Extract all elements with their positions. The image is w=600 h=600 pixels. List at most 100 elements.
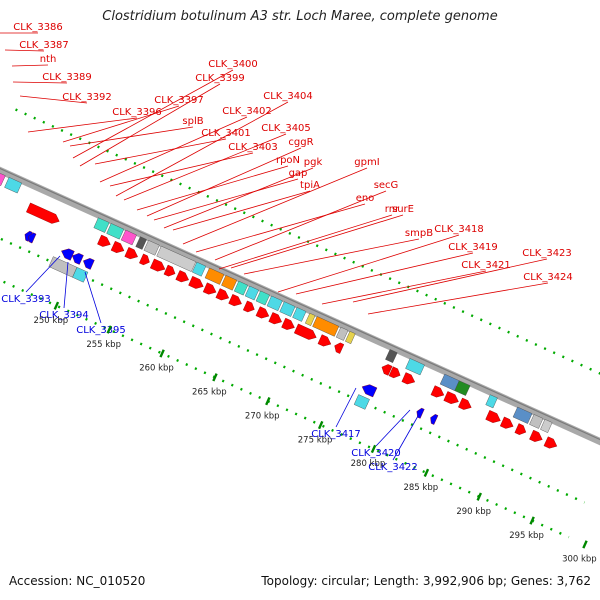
- leader-line: [153, 178, 299, 221]
- reverse-cds-6: [416, 407, 425, 419]
- gene-label-clk_3403: CLK_3403: [228, 142, 278, 153]
- forward-cds-18: [334, 342, 345, 354]
- cog-box-17: [292, 307, 307, 322]
- gene-label-clk_3421: CLK_3421: [461, 260, 511, 271]
- leader-line: [195, 203, 366, 253]
- forward-cds-26: [499, 416, 514, 429]
- leader-line: [11, 64, 49, 67]
- gene-label-clk_3419: CLK_3419: [448, 242, 498, 253]
- reverse-cds-7: [430, 414, 439, 425]
- cog-box-21: [345, 331, 356, 345]
- backbone-line: [0, 166, 600, 446]
- leader-line: [182, 167, 368, 245]
- cog-box-8: [156, 245, 197, 272]
- gene-label-clk_3397: CLK_3397: [154, 95, 204, 106]
- forward-cds-22: [430, 385, 445, 398]
- gene-label-clk_3402: CLK_3402: [222, 106, 272, 117]
- scale-tick-label: 270 kbp: [245, 411, 280, 421]
- leader-line: [94, 138, 227, 165]
- scale-tick: [317, 420, 324, 430]
- cog-box-13: [244, 285, 259, 301]
- guide-ring-0: [15, 108, 600, 375]
- gene-labels: CLK_3386CLK_3387nthCLK_3389CLK_3392CLK_3…: [1, 22, 573, 473]
- leader-line: [335, 387, 357, 428]
- map-title: Clostridium botulinum A3 str. Loch Maree…: [102, 9, 498, 24]
- leader-line: [375, 409, 411, 447]
- forward-cds-4: [139, 253, 150, 266]
- gene-label-clk_3393: CLK_3393: [1, 294, 51, 305]
- cog-box-20: [335, 326, 349, 341]
- backbone-edge: [0, 167, 600, 441]
- leader-line: [99, 116, 248, 183]
- scale-tick: [423, 468, 430, 477]
- forward-cds-29: [543, 436, 558, 449]
- leader-line: [230, 214, 404, 269]
- scale-tick: [370, 444, 377, 454]
- reverse-cds-5: [361, 384, 378, 398]
- leader-line: [136, 165, 289, 211]
- cog-box-26: [485, 394, 498, 409]
- forward-cds-7: [175, 270, 189, 283]
- leader-line: [214, 190, 387, 261]
- gene-label-clk_3394: CLK_3394: [39, 310, 89, 321]
- gene-label-gpmi: gpmI: [354, 157, 379, 168]
- leader-line: [123, 133, 287, 201]
- forward-cds-14: [268, 312, 282, 325]
- forward-cds-24: [458, 397, 472, 410]
- forward-cds-5: [149, 258, 166, 272]
- scale-tick-label: 250 kbp: [33, 316, 68, 326]
- cog-box-1: [0, 173, 6, 186]
- leader-line: [392, 415, 419, 461]
- forward-cds-3: [124, 247, 138, 260]
- gene-label-clk_3386: CLK_3386: [13, 22, 63, 33]
- gene-label-splb: splB: [182, 116, 203, 127]
- leader-line: [63, 261, 69, 309]
- reverse-cds-2: [61, 248, 75, 261]
- cog-box-9: [191, 261, 207, 277]
- scale-tick: [529, 516, 535, 525]
- gene-label-clk_3400: CLK_3400: [208, 59, 258, 70]
- accession-text: Accession: NC_010520: [9, 574, 146, 588]
- cog-box-22: [385, 349, 398, 363]
- scale-tick-label: 255 kbp: [86, 340, 121, 350]
- forward-cds-6: [163, 264, 176, 277]
- gene-label-clk_3418: CLK_3418: [434, 224, 484, 235]
- cog-box-28: [529, 414, 544, 429]
- gene-label-clk_3420: CLK_3420: [351, 448, 401, 459]
- gene-label-tpia: tpiA: [300, 180, 320, 191]
- leader-line: [243, 238, 420, 275]
- cog-box-25: [454, 380, 471, 396]
- forward-cds-21: [401, 372, 416, 385]
- gene-label-rpon: rpoN: [276, 155, 300, 166]
- backbone: [0, 166, 600, 446]
- scale-tick: [106, 325, 112, 334]
- gene-label-clk_3405: CLK_3405: [261, 123, 311, 134]
- gene-label-clk_3396: CLK_3396: [112, 107, 162, 118]
- forward-cds-10: [215, 288, 230, 301]
- gene-label-smpb: smpB: [405, 228, 433, 239]
- reverse-cog-box-1: [72, 267, 89, 283]
- reverse-cds-4: [83, 258, 95, 270]
- leader-line: [277, 234, 460, 293]
- gene-label-clk_3392: CLK_3392: [62, 92, 112, 103]
- cog-box-15: [266, 295, 283, 312]
- leader-line: [321, 270, 487, 305]
- cog-box-6: [135, 236, 147, 250]
- scale-tick: [159, 349, 165, 358]
- gene-label-secg: secG: [374, 180, 399, 191]
- scale-tick-label: 280 kbp: [351, 459, 386, 469]
- scale-tick: [476, 492, 482, 501]
- forward-cds-12: [242, 300, 255, 313]
- reverse-cog-box-0: [48, 256, 78, 278]
- forward-cds-28: [529, 429, 543, 442]
- topology-summary-text: Topology: circular; Length: 3,992,906 bp…: [261, 574, 591, 588]
- scale-tick-label: 300 kbp: [562, 555, 597, 565]
- gene-label-sure: surE: [392, 204, 414, 215]
- feature-ring-guides: [0, 108, 600, 539]
- leader-line: [79, 83, 221, 167]
- leader-line: [12, 81, 68, 84]
- scale-tick: [53, 301, 60, 310]
- feature-tracks: [0, 173, 558, 449]
- leader-line: [72, 69, 234, 159]
- forward-cds-8: [188, 275, 204, 289]
